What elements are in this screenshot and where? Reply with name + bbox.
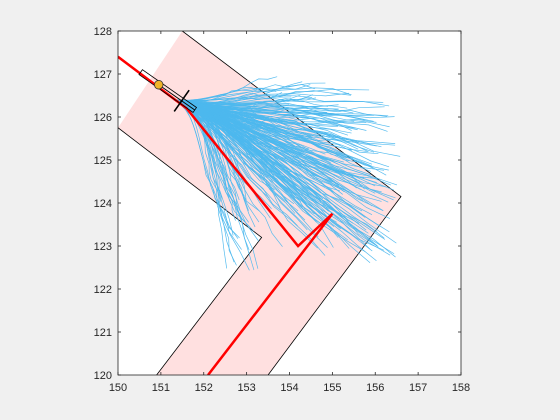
trajectory-line <box>173 99 369 234</box>
y-tick-label: 123 <box>94 241 112 253</box>
y-tick-label: 126 <box>94 112 112 124</box>
y-tick-label: 125 <box>94 155 112 167</box>
y-tick-label: 121 <box>94 327 112 339</box>
reference-centerline <box>118 55 334 375</box>
vehicle-icon <box>138 69 198 114</box>
trajectory-line <box>173 99 243 220</box>
trajectory-line <box>173 99 332 218</box>
x-tick-label: 152 <box>195 382 213 394</box>
y-tick-label: 128 <box>94 26 112 38</box>
trajectory-line <box>173 99 341 146</box>
trajectory-line <box>173 99 275 175</box>
trajectory-line <box>173 99 298 227</box>
vehicle-body <box>138 69 198 114</box>
trajectory-line <box>173 99 388 132</box>
vehicle-outline <box>138 69 198 114</box>
trajectory-line <box>173 87 352 101</box>
trajectory-line <box>173 84 311 101</box>
plot-content <box>118 31 402 375</box>
y-axis: 120 121 122 123 124 125 126 127 128 <box>94 26 461 382</box>
y-tick-label: 122 <box>94 284 112 296</box>
right-boundary-line <box>182 31 402 375</box>
x-tick-label: 154 <box>280 382 298 394</box>
y-tick-label: 120 <box>94 370 112 382</box>
left-boundary-line <box>118 127 263 375</box>
trajectory-line <box>173 99 394 201</box>
x-axis: 150 151 152 153 154 155 156 157 158 <box>109 31 470 394</box>
trajectory-line <box>173 99 222 202</box>
vehicle-marker <box>154 80 164 90</box>
vehicle-heading <box>158 84 196 111</box>
trajectory-line <box>173 99 348 110</box>
y-tick-label: 127 <box>94 69 112 81</box>
x-tick-label: 158 <box>452 382 470 394</box>
corridor-fill <box>118 31 401 375</box>
x-tick-label: 150 <box>109 382 127 394</box>
trajectory-line <box>173 99 245 197</box>
x-tick-label: 151 <box>152 382 170 394</box>
trajectory-line <box>173 99 372 176</box>
trajectory-line <box>173 99 380 227</box>
x-tick-label: 155 <box>323 382 341 394</box>
x-tick-label: 156 <box>366 382 384 394</box>
trajectory-line <box>173 76 278 103</box>
y-tick-label: 124 <box>94 198 112 210</box>
x-tick-label: 157 <box>409 382 427 394</box>
x-tick-label: 153 <box>237 382 255 394</box>
